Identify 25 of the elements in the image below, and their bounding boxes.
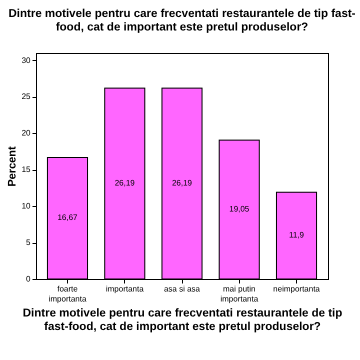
y-axis-title: Percent xyxy=(6,146,19,187)
y-tick-label: 15 xyxy=(22,165,32,174)
y-tick-label: 20 xyxy=(22,128,32,138)
y-tick-label: 0 xyxy=(26,274,32,284)
data-label: 26,19 xyxy=(114,178,136,188)
x-tick-label: importanta xyxy=(106,284,144,294)
data-label: 16,67 xyxy=(57,213,78,222)
data-label: 26,19 xyxy=(172,178,193,188)
y-tick-label: 25 xyxy=(22,92,32,102)
x-tick-label: neimportanta xyxy=(273,284,320,294)
data-label: 11,9 xyxy=(289,230,305,240)
x-tick-label: asa si asa xyxy=(164,284,201,294)
bar xyxy=(161,88,203,280)
x-tick-label: mai putin importanta xyxy=(220,284,259,304)
bar xyxy=(46,156,88,280)
y-tick-label: 30 xyxy=(22,56,32,65)
data-label: 19,05 xyxy=(229,204,250,214)
y-tick-label: 5 xyxy=(26,238,32,248)
chart-title: Dintre motivele pentru care frecventati restaurantele de tip fast-food, cat de important este pretul produselor? xyxy=(8,8,356,34)
bar xyxy=(276,192,318,280)
bar xyxy=(104,88,146,280)
bar xyxy=(218,140,260,280)
x-tick-label: foarte importanta xyxy=(48,284,87,304)
y-tick-label: 10 xyxy=(22,202,32,211)
x-axis-title: Dintre motivele pentru care frecventati restaurantele de tip fast-food, cat de important este pretul produselor? xyxy=(22,308,342,333)
